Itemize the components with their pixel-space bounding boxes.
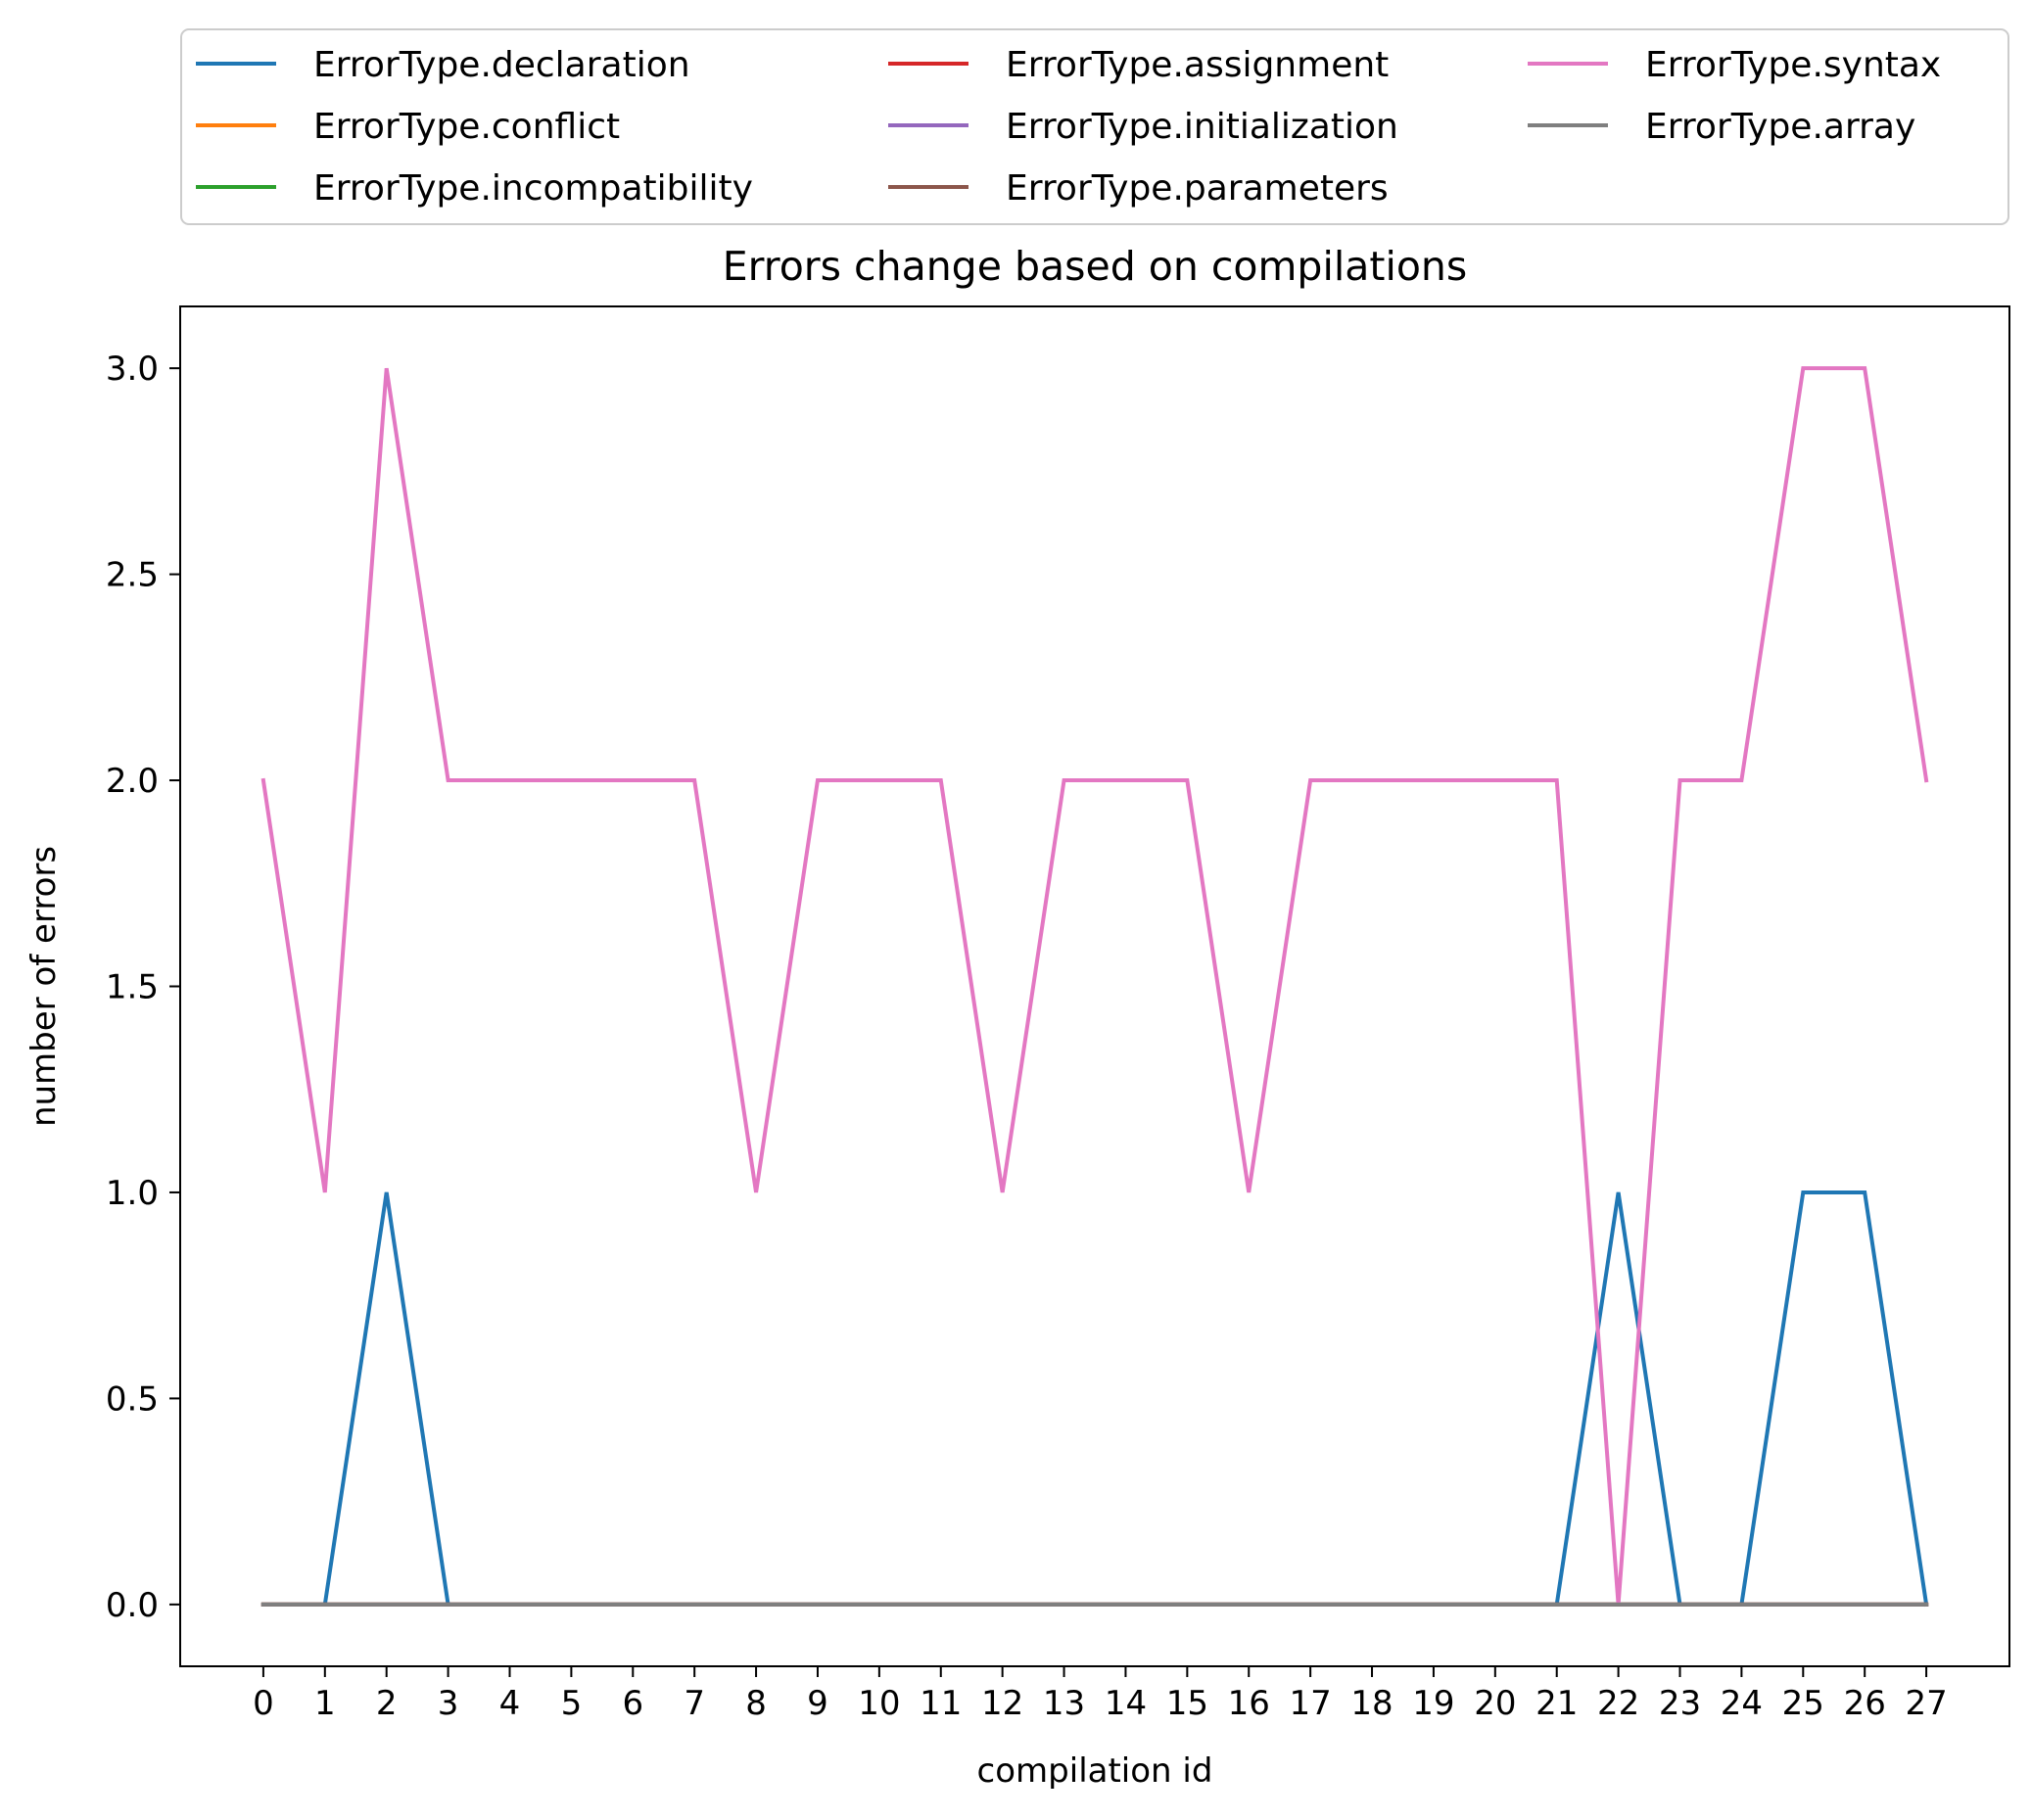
x-tick-label: 7 [684,1684,705,1723]
x-tick-label: 5 [561,1684,583,1723]
chart-title: Errors change based on compilations [723,243,1468,290]
x-tick-label: 10 [858,1684,900,1723]
y-axis-label: number of errors [24,846,64,1127]
x-tick-label: 18 [1350,1684,1393,1723]
x-tick-label: 15 [1166,1684,1208,1723]
x-tick-label: 8 [745,1684,767,1723]
y-tick-label: 2.5 [106,556,159,595]
x-tick-label: 4 [499,1684,521,1723]
x-axis: 0 1 2 3 4 5 6 7 8 9 10 11 12 13 14 15 16 17 18 19 20 21 22 23 24… [253,1666,1948,1723]
x-tick-label: 3 [438,1684,459,1723]
legend-label-errortype-parameters: ErrorType.parameters [1006,168,1389,209]
x-tick-label: 17 [1290,1684,1332,1723]
y-tick-label: 3.0 [106,350,159,389]
y-axis: 0.0 0.5 1.0 1.5 2.0 2.5 3.0 [106,350,180,1625]
x-tick-label: 1 [314,1684,336,1723]
x-tick-label: 16 [1228,1684,1270,1723]
legend-label-errortype-assignment: ErrorType.assignment [1006,45,1389,85]
series-line-errortype-syntax [260,366,1929,1606]
x-tick-label: 24 [1721,1684,1763,1723]
legend-label-errortype-initialization: ErrorType.initialization [1006,107,1398,147]
x-tick-label: 12 [981,1684,1023,1723]
x-tick-label: 22 [1597,1684,1639,1723]
x-tick-label: 27 [1905,1684,1947,1723]
x-tick-label: 23 [1659,1684,1701,1723]
legend-box [180,28,2009,225]
x-tick-label: 9 [807,1684,828,1723]
x-tick-label: 21 [1535,1684,1578,1723]
legend: ErrorType.declaration ErrorType.conflict E… [180,28,2009,225]
x-tick-label: 20 [1474,1684,1516,1723]
legend-label-errortype-conflict: ErrorType.conflict [313,107,620,147]
x-tick-label: 11 [920,1684,962,1723]
axes-frame [179,305,2010,1667]
x-tick-label: 13 [1043,1684,1085,1723]
legend-label-errortype-array: ErrorType.array [1645,107,1915,147]
y-tick-label: 1.5 [106,968,159,1007]
legend-label-errortype-incompatibility: ErrorType.incompatibility [313,168,753,209]
x-tick-label: 14 [1105,1684,1147,1723]
legend-label-errortype-syntax: ErrorType.syntax [1645,45,1941,85]
x-tick-label: 26 [1844,1684,1886,1723]
x-tick-label: 25 [1782,1684,1824,1723]
y-tick-label: 2.0 [106,762,159,801]
legend-label-errortype-declaration: ErrorType.declaration [313,45,690,85]
y-tick-label: 0.5 [106,1379,159,1419]
x-axis-label: compilation id [977,1751,1213,1791]
x-tick-label: 2 [376,1684,398,1723]
y-tick-label: 1.0 [106,1174,159,1213]
x-tick-label: 6 [622,1684,643,1723]
series-line-errortype-declaration [260,1190,1929,1608]
x-tick-label: 19 [1412,1684,1454,1723]
x-tick-label: 0 [253,1684,274,1723]
plot-area [179,305,2010,1667]
y-tick-label: 0.0 [106,1586,159,1625]
